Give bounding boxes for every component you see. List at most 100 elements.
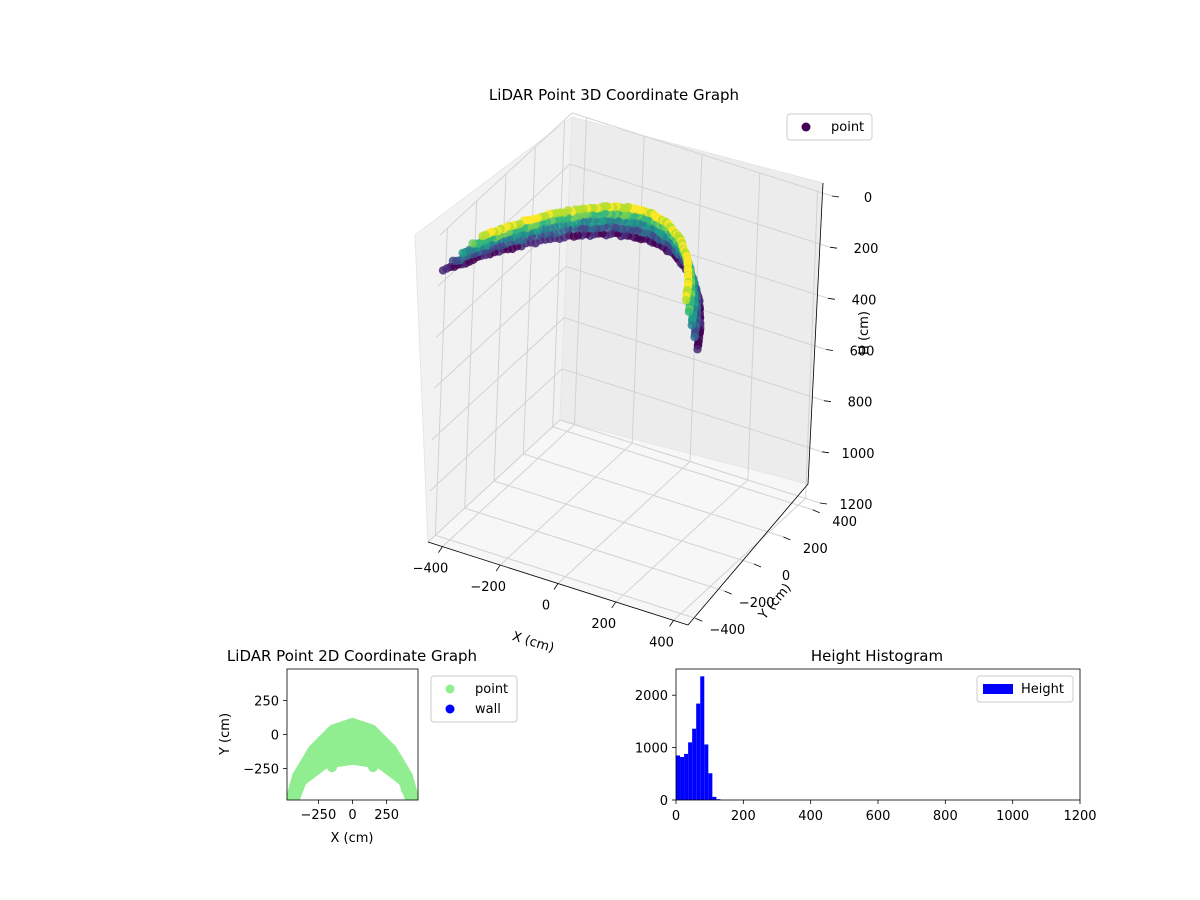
histogram-bar — [688, 742, 693, 800]
histogram-legend-box — [976, 675, 1074, 703]
histogram-bar — [696, 703, 701, 800]
chart-3d-legend-box — [786, 113, 873, 141]
chart-3d-gridline — [571, 112, 833, 197]
chart-3d-z-tick-label: 600 — [850, 345, 875, 360]
chart-2d-legend-marker-wall — [445, 704, 455, 714]
chart-2d-point — [306, 767, 317, 778]
chart-3d-gridline — [464, 507, 725, 592]
chart-2d-title: LiDAR Point 2D Coordinate Graph — [227, 647, 477, 665]
chart-3d-gridline — [569, 163, 831, 248]
chart-3d-y-tick — [753, 563, 762, 568]
chart-3d-gridline — [493, 480, 755, 565]
chart-2d-legend-marker-point — [445, 684, 455, 694]
chart-3d-y-tick — [695, 617, 703, 622]
chart-3d-ticks: −400 −200 0 200 400 −400 −200 0 200 400 0 200 400 600… — [413, 191, 879, 650]
histogram-legend-label: Height — [1021, 682, 1064, 697]
histogram-title: Height Histogram — [811, 647, 943, 665]
chart-2d-x-tick-label: −250 — [301, 808, 337, 823]
chart-3d-gridline — [523, 453, 784, 538]
chart-3d-z-tick-label: 1200 — [839, 498, 872, 513]
histogram-bar — [700, 676, 705, 800]
chart-3d-gridline — [429, 368, 563, 492]
chart-3d-gridline — [433, 266, 567, 389]
chart-3d-x-label: X (cm) — [510, 629, 556, 656]
chart-3d-y-tick-label: 200 — [803, 542, 828, 557]
chart-3d-y-tick-label: 0 — [782, 569, 790, 584]
chart-3d-point — [438, 266, 448, 275]
chart-3d-z-tick-label: 800 — [848, 396, 873, 411]
chart-3d-x-tick-label: −200 — [470, 580, 506, 595]
chart-3d-y-tick — [783, 536, 791, 541]
chart-3d-z-label: H (cm) — [857, 311, 872, 355]
chart-2d-y-label: Y (cm) — [218, 713, 233, 756]
histogram-x-tick-label: 1000 — [996, 809, 1029, 824]
chart-3d-y-tick-label: −200 — [739, 596, 775, 611]
chart-2d-marks — [287, 717, 418, 800]
chart-3d-grid — [427, 112, 833, 621]
histogram-y-tick-label: 2000 — [635, 689, 668, 704]
chart-2d-x-label: X (cm) — [331, 831, 374, 846]
chart-2d-legend-label-wall: wall — [475, 702, 501, 717]
chart-3d-z-tick — [829, 246, 838, 249]
chart-2d-ticks: −250 0 250 250 0 −250 — [243, 694, 399, 823]
histogram-bar — [692, 728, 697, 800]
chart-3d-x-tick-label: 0 — [542, 599, 550, 614]
chart-3d-point — [478, 231, 487, 241]
chart-3d-z-tick — [825, 349, 834, 351]
chart-3d-x-tick-label: 400 — [649, 635, 674, 650]
chart-2d-point — [400, 784, 411, 795]
chart-3d-z-tick — [819, 502, 828, 505]
chart-3d-x-tick — [495, 564, 501, 572]
chart-3d-point — [693, 345, 702, 354]
chart-3d-gridline — [552, 426, 813, 511]
histogram-bar — [684, 753, 689, 800]
chart-3d-gridline — [435, 534, 696, 619]
chart-3d-y-tick-label: −400 — [709, 623, 745, 638]
histogram-x-tick-label: 800 — [933, 809, 958, 824]
chart-3d-z-tick — [827, 297, 836, 300]
histogram-bar — [712, 796, 717, 800]
chart-2d-legend-label-point: point — [475, 682, 508, 697]
chart-3d-x-tick-label: −400 — [413, 562, 449, 577]
chart-3d: LiDAR Point 3D Coordinate Graph −400 −200… — [413, 86, 879, 656]
chart-3d-points — [438, 201, 705, 354]
histogram-legend-marker — [983, 684, 1013, 694]
histogram-x-tick-label: 1200 — [1063, 809, 1096, 824]
histogram-ticks: 0 200 400 600 800 1000 1200 0 1000 2000 — [635, 689, 1097, 824]
chart-3d-legend: point — [786, 113, 873, 141]
chart-3d-x-tick — [438, 546, 443, 553]
chart-2d-x-tick-label: 0 — [348, 808, 356, 823]
histogram-bar — [676, 755, 681, 800]
chart-3d-x-tick — [669, 620, 674, 627]
chart-3d-x-tick — [611, 601, 617, 609]
chart-3d-gridline — [431, 317, 565, 441]
chart-2d-legend: point wall — [430, 675, 518, 723]
chart-2d-point — [367, 762, 378, 773]
histogram-y-tick-label: 0 — [660, 794, 668, 809]
chart-3d-legend-marker-point — [801, 122, 811, 132]
chart-2d-y-tick-label: 0 — [271, 729, 279, 744]
chart-2d-point — [388, 767, 399, 778]
chart-3d-gridline — [427, 419, 561, 543]
histogram-bar — [708, 773, 713, 800]
chart-3d-z-tick-label: 400 — [852, 293, 877, 308]
histogram-x-tick-label: 400 — [798, 809, 823, 824]
chart-3d-point — [687, 321, 696, 330]
chart-3d-z-tick-label: 1000 — [841, 447, 874, 462]
histogram-bars — [676, 676, 721, 800]
chart-3d-x-tick-label: 200 — [591, 617, 616, 632]
chart-2d-x-tick-label: 250 — [374, 808, 399, 823]
chart-3d-point — [468, 239, 477, 248]
chart-2d-point — [327, 762, 338, 773]
chart-3d-point — [458, 248, 467, 258]
chart-2d-point-cloud — [287, 717, 418, 800]
histogram-x-tick-label: 0 — [672, 809, 680, 824]
chart-3d-point — [448, 256, 458, 265]
chart-3d-z-tick — [823, 400, 832, 403]
chart-3d-z-tick-label: 0 — [864, 191, 872, 206]
chart-histogram: Height Histogram 0 200 400 600 800 1000 1200 0 1… — [635, 647, 1097, 824]
histogram-bar — [704, 744, 709, 800]
chart-2d-y-tick-label: 250 — [254, 694, 279, 709]
chart-3d-y-tick — [812, 509, 820, 514]
